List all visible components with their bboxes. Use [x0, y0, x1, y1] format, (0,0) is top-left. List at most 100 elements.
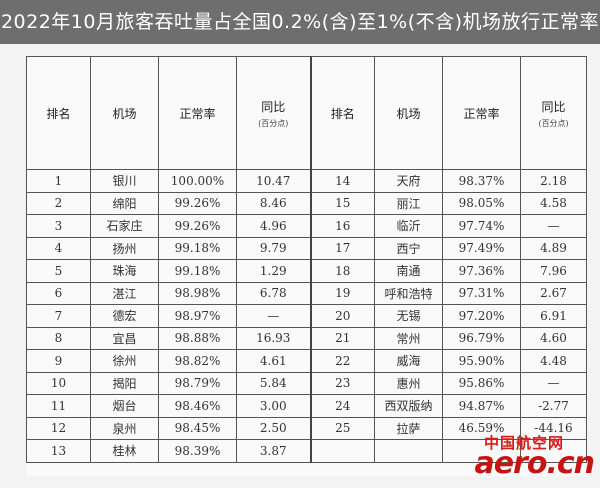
table-row: 12 泉州 98.45% 2.50 25 拉萨 46.59% -44.16 [26, 416, 587, 440]
cell-rank-left: 11 [26, 394, 91, 418]
cell-yoy-right: 4.89 [520, 236, 587, 260]
cell-yoy-right: 4.48 [520, 349, 587, 373]
cell-rate-right: 96.79% [442, 326, 521, 350]
header-yoy-unit: (百分点) [258, 118, 289, 128]
table-row: 7 德宏 98.97% —20 无锡 97.20% 6.91 [26, 304, 587, 328]
cell-yoy-left: 10.47 [236, 169, 311, 193]
header-airport-right: 机场 [374, 56, 443, 170]
cell-rate-right: 97.49% [442, 236, 521, 260]
cell-yoy-right [520, 439, 587, 463]
header-rank-right: 排名 [309, 56, 375, 170]
cell-airport-left: 湛江 [90, 281, 159, 305]
cell-airport-right: 西双版纳 [374, 394, 443, 418]
cell-rate-right: 97.31% [442, 281, 521, 305]
cell-rate-left: 98.46% [158, 394, 237, 418]
cell-yoy-left: 5.84 [236, 371, 311, 395]
table-row: 3 石家庄 99.26% 4.96 16 临沂 97.74% — [26, 214, 587, 238]
cell-yoy-right: 4.58 [520, 191, 587, 215]
cell-rank-right: 21 [309, 326, 375, 350]
aero-cn-logo: 中国航空网 aero.cn [424, 432, 595, 482]
cell-rate-left: 99.18% [158, 259, 237, 283]
cell-rate-left: 98.45% [158, 416, 237, 440]
table-row: 10 揭阳 98.79% 5.84 23 惠州 95.86% — [26, 371, 587, 395]
cell-yoy-right: 4.60 [520, 326, 587, 350]
cell-rank-right: 18 [309, 259, 375, 283]
cell-rank-right: 20 [309, 304, 375, 328]
cell-rank-left: 2 [26, 191, 91, 215]
cell-airport-right: 常州 [374, 326, 443, 350]
cell-airport-left: 德宏 [90, 304, 159, 328]
cell-rate-left: 98.39% [158, 439, 237, 463]
cell-rank-left: 6 [26, 281, 91, 305]
cell-yoy-left: 8.46 [236, 191, 311, 215]
cell-airport-left: 宜昌 [90, 326, 159, 350]
header-rank-left: 排名 [26, 56, 91, 170]
table-row: 1 银川 100.00% 10.47 14 天府 98.37% 2.18 [26, 169, 587, 193]
cell-rate-right: 97.36% [442, 259, 521, 283]
cell-rate-left: 98.98% [158, 281, 237, 305]
cell-rank-right: 15 [309, 191, 375, 215]
header-yoy-right: 同比 (百分点) [520, 56, 587, 170]
cell-rate-right: 94.87% [442, 394, 521, 418]
cell-rate-right: 97.74% [442, 214, 521, 238]
cell-yoy-left: — [236, 304, 311, 328]
cell-airport-right: 西宁 [374, 236, 443, 260]
cell-yoy-right: 7.96 [520, 259, 587, 283]
cell-yoy-left: 16.93 [236, 326, 311, 350]
cell-yoy-right: — [520, 371, 587, 395]
cell-rank-left: 12 [26, 416, 91, 440]
cell-airport-right: 南通 [374, 259, 443, 283]
cell-airport-right: 威海 [374, 349, 443, 373]
cell-yoy-left: 4.61 [236, 349, 311, 373]
header-airport-left: 机场 [90, 56, 159, 170]
cell-rank-right: 16 [309, 214, 375, 238]
cell-yoy-left: 9.79 [236, 236, 311, 260]
cell-yoy-right: — [520, 214, 587, 238]
table-row: 11 烟台 98.46% 3.00 24 西双版纳 94.87% -2.77 [26, 394, 587, 418]
cell-rank-right: 22 [309, 349, 375, 373]
cell-rate-left: 98.97% [158, 304, 237, 328]
cell-rate-right: 98.37% [442, 169, 521, 193]
cell-rank-left: 8 [26, 326, 91, 350]
cell-rank-right: 25 [309, 416, 375, 440]
cell-airport-right: 惠州 [374, 371, 443, 395]
cell-yoy-left: 6.78 [236, 281, 311, 305]
table-row: 13 桂林 98.39% 3.87 [26, 439, 587, 463]
cell-rate-right: 97.20% [442, 304, 521, 328]
cell-rank-left: 4 [26, 236, 91, 260]
cell-rank-right: 19 [309, 281, 375, 305]
cell-airport-left: 烟台 [90, 394, 159, 418]
cell-yoy-right: 6.91 [520, 304, 587, 328]
header-yoy-left: 同比 (百分点) [236, 56, 311, 170]
cell-rank-right: 17 [309, 236, 375, 260]
cell-airport-right: 呼和浩特 [374, 281, 443, 305]
cell-yoy-right: 2.18 [520, 169, 587, 193]
cell-rate-left: 98.82% [158, 349, 237, 373]
cell-airport-left: 绵阳 [90, 191, 159, 215]
cell-airport-right: 临沂 [374, 214, 443, 238]
cell-airport-left: 银川 [90, 169, 159, 193]
cell-rank-left: 10 [26, 371, 91, 395]
cell-yoy-left: 2.50 [236, 416, 311, 440]
cell-rate-left: 100.00% [158, 169, 237, 193]
header-yoy-unit: (百分点) [538, 118, 569, 128]
table-row: 5 珠海 99.18% 1.29 18 南通 97.36% 7.96 [26, 259, 587, 283]
cell-rank-right: 14 [309, 169, 375, 193]
cell-yoy-left: 3.87 [236, 439, 311, 463]
cell-rank-left: 13 [26, 439, 91, 463]
cell-rank-left: 3 [26, 214, 91, 238]
cell-rate-left: 99.26% [158, 191, 237, 215]
cell-airport-left: 珠海 [90, 259, 159, 283]
cell-rank-left: 7 [26, 304, 91, 328]
cell-rank-left: 5 [26, 259, 91, 283]
cell-rate-right: 98.05% [442, 191, 521, 215]
cell-airport-left: 桂林 [90, 439, 159, 463]
table-body: 1 银川 100.00% 10.47 14 天府 98.37% 2.18 2 绵阳 99.26% 8.… [26, 169, 587, 463]
cell-airport-right: 无锡 [374, 304, 443, 328]
cell-rate-right: 95.90% [442, 349, 521, 373]
header-yoy-label: 同比 [541, 99, 566, 114]
cell-yoy-left: 1.29 [236, 259, 311, 283]
table-row: 2 绵阳 99.26% 8.46 15 丽江 98.05% 4.58 [26, 191, 587, 215]
cell-airport-right: 丽江 [374, 191, 443, 215]
